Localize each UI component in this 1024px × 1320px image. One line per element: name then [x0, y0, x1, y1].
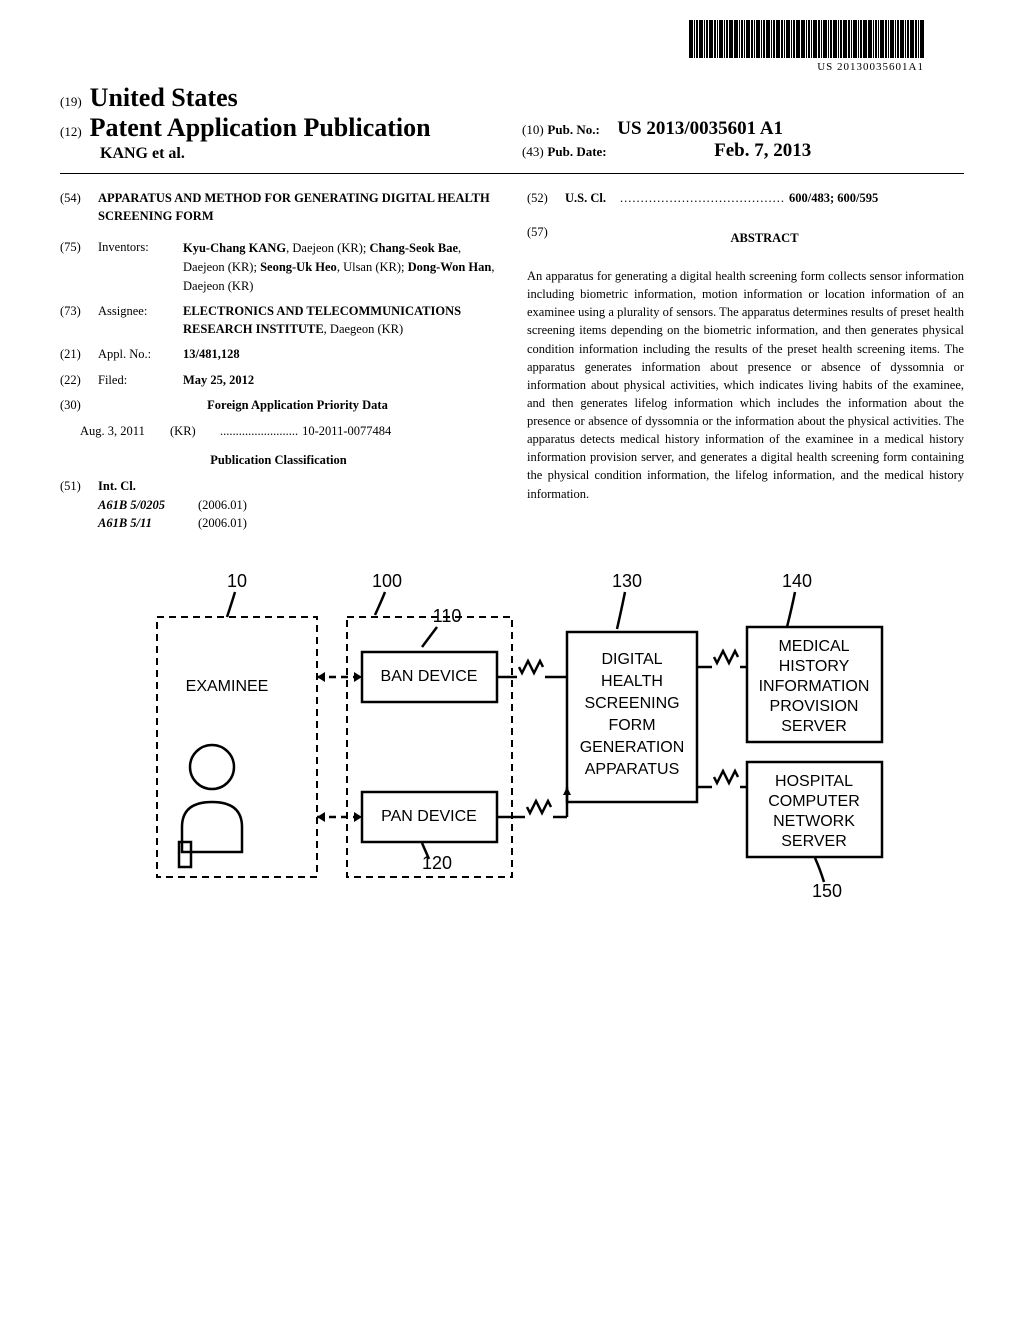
- label-150: 150: [812, 881, 842, 901]
- foreign-priority-heading: Foreign Application Priority Data: [98, 397, 497, 415]
- code-21: (21): [60, 346, 98, 364]
- code-73: (73): [60, 303, 98, 338]
- applno-value: 13/481,128: [183, 346, 497, 364]
- intcl-label: Int. Cl.: [98, 478, 136, 496]
- zigzag-connector-3: [697, 651, 747, 667]
- hospital-l3: NETWORK: [773, 813, 855, 830]
- code-22: (22): [60, 372, 98, 390]
- examinee-text: EXAMINEE: [186, 678, 269, 695]
- apparatus-l5: GENERATION: [580, 739, 685, 756]
- pub-date: Feb. 7, 2013: [714, 140, 811, 161]
- priority-country: (KR): [170, 423, 220, 441]
- country: United States: [90, 83, 238, 112]
- left-column: (54) APPARATUS AND METHOD FOR GENERATING…: [60, 190, 497, 532]
- filed-value: May 25, 2012: [183, 372, 497, 390]
- medhist-l1: MEDICAL: [778, 638, 849, 655]
- pub-type: Patent Application Publication: [90, 113, 431, 142]
- device-container: [347, 617, 512, 877]
- medhist-l5: SERVER: [781, 718, 847, 735]
- header-row: (19) United States (12) Patent Applicati…: [60, 83, 964, 163]
- abstract-text: An apparatus for generating a digital he…: [527, 267, 964, 503]
- filed-label: Filed:: [98, 372, 183, 390]
- pan-device-text: PAN DEVICE: [381, 808, 477, 825]
- medhist-l4: PROVISION: [770, 698, 859, 715]
- priority-date: Aug. 3, 2011: [80, 423, 170, 441]
- inventors-list: Kyu-Chang KANG, Daejeon (KR); Chang-Seok…: [183, 239, 497, 295]
- code-43: (43): [522, 144, 544, 159]
- authors-etal: KANG et al.: [100, 145, 502, 163]
- assignee-content: ELECTRONICS AND TELECOMMUNICATIONS RESEA…: [183, 303, 497, 338]
- intcl-code-1: A61B 5/11: [98, 515, 198, 533]
- pub-no-label: Pub. No.:: [547, 122, 599, 137]
- zigzag-connector-1: [497, 661, 567, 677]
- code-52: (52): [527, 190, 565, 208]
- apparatus-l4: FORM: [608, 717, 655, 734]
- barcode-section: US 20130035601A1: [60, 20, 964, 75]
- zigzag-connector-4: [697, 771, 747, 787]
- medhist-l2: HISTORY: [779, 658, 850, 675]
- inventors-label: Inventors:: [98, 239, 183, 295]
- label-140: 140: [782, 571, 812, 591]
- main-content: (54) APPARATUS AND METHOD FOR GENERATING…: [60, 190, 964, 532]
- code-54: (54): [60, 190, 98, 225]
- figure-svg: 10 100 110 130 140 EXAMINEE BAN DEVICE P…: [127, 567, 897, 927]
- right-column: (52) U.S. Cl. ..........................…: [527, 190, 964, 532]
- apparatus-l3: SCREENING: [584, 695, 679, 712]
- code-12: (12): [60, 124, 82, 139]
- pub-no: US 2013/0035601 A1: [617, 118, 783, 139]
- code-19: (19): [60, 94, 82, 109]
- code-51: (51): [60, 478, 98, 496]
- code-57: (57): [527, 224, 565, 268]
- apparatus-l1: DIGITAL: [601, 651, 662, 668]
- uscl-label: U.S. Cl.: [565, 190, 620, 208]
- apparatus-l2: HEALTH: [601, 673, 663, 690]
- label-10: 10: [227, 571, 247, 591]
- intcl-year-1: (2006.01): [198, 515, 298, 533]
- apparatus-l6: APPARATUS: [585, 761, 680, 778]
- hospital-l1: HOSPITAL: [775, 773, 853, 790]
- label-100: 100: [372, 571, 402, 591]
- uscl-dots: ........................................: [620, 190, 785, 208]
- uscl-value: 600/483; 600/595: [789, 190, 878, 208]
- classification-heading: Publication Classification: [60, 452, 497, 470]
- applno-label: Appl. No.:: [98, 346, 183, 364]
- barcode-lines: [689, 20, 924, 58]
- priority-dots: .........................: [220, 423, 298, 441]
- barcode-number: US 20130035601A1: [689, 61, 924, 73]
- barcode: US 20130035601A1: [689, 20, 924, 73]
- patent-title: APPARATUS AND METHOD FOR GENERATING DIGI…: [98, 190, 497, 225]
- label-130: 130: [612, 571, 642, 591]
- code-75: (75): [60, 239, 98, 295]
- hospital-l4: SERVER: [781, 833, 847, 850]
- hospital-l2: COMPUTER: [768, 793, 860, 810]
- divider: [60, 173, 964, 174]
- code-30: (30): [60, 397, 98, 415]
- person-head-icon: [190, 745, 234, 789]
- intcl-year-0: (2006.01): [198, 497, 298, 515]
- intcl-code-0: A61B 5/0205: [98, 497, 198, 515]
- medhist-l3: INFORMATION: [759, 678, 870, 695]
- zigzag-connector-2: [497, 787, 571, 817]
- ban-device-text: BAN DEVICE: [381, 668, 478, 685]
- figure-section: 10 100 110 130 140 EXAMINEE BAN DEVICE P…: [60, 567, 964, 927]
- abstract-heading: ABSTRACT: [565, 230, 964, 248]
- assignee-label: Assignee:: [98, 303, 183, 338]
- pub-date-label: Pub. Date:: [547, 144, 606, 159]
- priority-number: 10-2011-0077484: [302, 423, 391, 441]
- code-10: (10): [522, 122, 544, 137]
